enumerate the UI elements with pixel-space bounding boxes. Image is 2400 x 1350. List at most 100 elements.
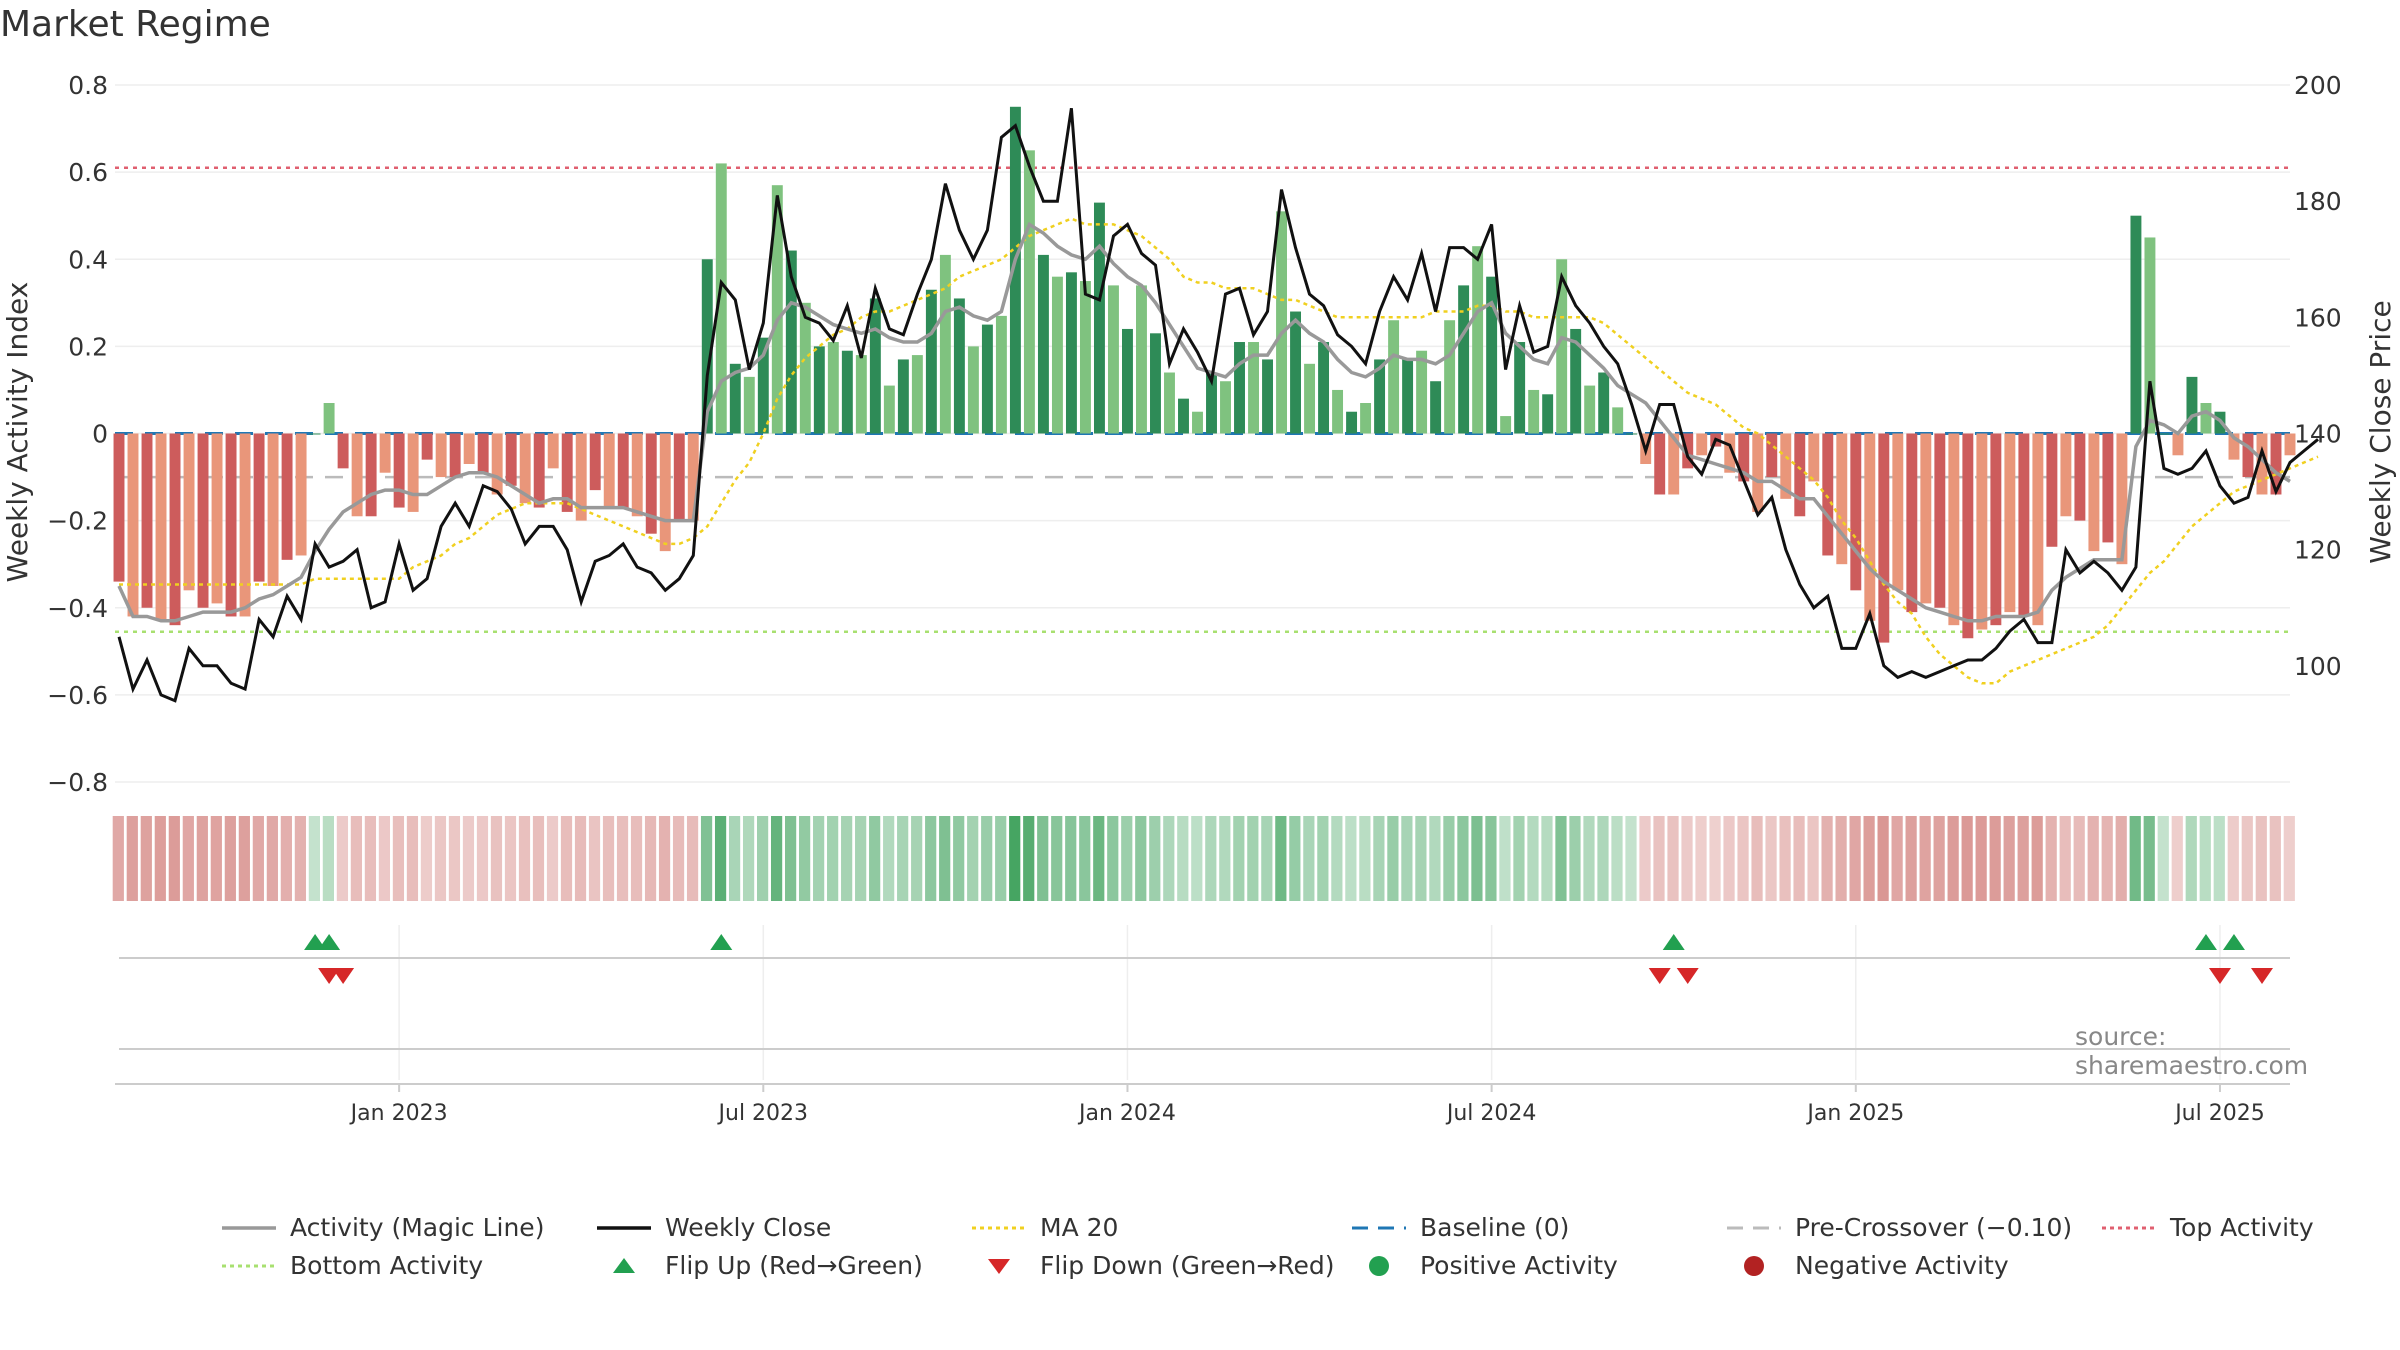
y-axis-right-label: Weekly Close Price [2364, 300, 2397, 563]
regime-strip [112, 816, 2295, 901]
activity-bar [1780, 433, 1792, 499]
activity-bar [1444, 320, 1456, 434]
activity-bar [1248, 342, 1259, 434]
regime-strip-cell [420, 816, 433, 901]
regime-strip-cell [1429, 816, 1441, 901]
activity-bar [1234, 342, 1245, 434]
regime-strip-cell [1401, 816, 1413, 901]
regime-strip-cell [1793, 816, 1805, 901]
regime-strip-cell [630, 816, 643, 901]
activity-bar [1850, 433, 1862, 591]
activity-bar [995, 315, 1007, 434]
legend-label: Bottom Activity [290, 1251, 484, 1280]
regime-strip-cell [1807, 816, 1819, 901]
activity-bar [841, 350, 853, 434]
regime-strip-cell [658, 816, 671, 901]
activity-bar [1374, 359, 1386, 434]
activity-bar [757, 337, 769, 434]
regime-strip-cell [1303, 816, 1315, 901]
regime-strip-cell [1485, 816, 1497, 901]
regime-strip-cell [1345, 816, 1357, 901]
regime-strip-cell [294, 816, 306, 901]
activity-bar [785, 250, 797, 434]
y-tick-left: −0.8 [47, 768, 108, 797]
regime-strip-cell [939, 816, 951, 901]
regime-strip-cell [813, 816, 825, 901]
activity-bar [2172, 433, 2184, 456]
regime-strip-cell [168, 816, 180, 901]
activity-bar [2200, 403, 2212, 434]
flip-up-marker [1662, 934, 1685, 950]
activity-bar [1906, 433, 1918, 613]
legend-item: Baseline (0) [1350, 1213, 1569, 1242]
activity-bar [1318, 342, 1330, 434]
activity-bar [155, 433, 167, 621]
activity-bar [1458, 285, 1470, 434]
legend-label: Pre-Crossover (−0.10) [1795, 1213, 2073, 1242]
regime-strip-cell [1093, 816, 1105, 901]
regime-strip-cell [644, 816, 657, 901]
regime-strip-cell [953, 816, 965, 901]
activity-bar [2018, 433, 2030, 617]
activity-bar [2284, 433, 2296, 456]
activity-bar [813, 346, 825, 434]
activity-bar [1065, 272, 1077, 434]
activity-bar [1346, 411, 1358, 434]
flip-down-marker [332, 968, 355, 984]
activity-bar [1009, 106, 1021, 434]
regime-strip-cell [1975, 816, 1987, 901]
regime-strip-cell [1317, 816, 1329, 901]
flip-down-marker [2208, 968, 2231, 984]
regime-strip-cell [182, 816, 194, 901]
activity-bar [1836, 433, 1848, 565]
regime-strip-cell [1107, 816, 1119, 901]
activity-bar [1500, 416, 1512, 434]
activity-bar [897, 359, 909, 434]
activity-bar [1822, 433, 1834, 556]
regime-strip-cell [1079, 816, 1091, 901]
regime-strip-cell [841, 816, 853, 901]
regime-strip-cell [714, 816, 727, 901]
legend-swatch-icon [222, 1264, 276, 1267]
legend-swatch-icon [1369, 1255, 1389, 1276]
regime-strip-cell [1261, 816, 1273, 901]
x-tick-label: Jan 2025 [1805, 1101, 1904, 1126]
activity-bar [911, 355, 923, 434]
activity-bar [113, 433, 125, 582]
regime-strip-cell [1947, 816, 1959, 901]
regime-strip-cell [1527, 816, 1539, 901]
activity-bar [1192, 411, 1203, 434]
activity-bar [281, 433, 293, 560]
activity-bar [939, 254, 951, 434]
regime-strip-cell [925, 816, 937, 901]
regime-strip-cell [1765, 816, 1777, 901]
regime-strip-cell [981, 816, 993, 901]
activity-bar [379, 433, 391, 473]
regime-strip-cell [1667, 816, 1679, 901]
y-tick-left: 0.2 [68, 332, 108, 361]
regime-strip-cell [560, 816, 573, 901]
activity-bar [1962, 433, 1974, 639]
activity-bar [309, 433, 321, 435]
activity-bar [2116, 433, 2128, 565]
activity-bar [855, 355, 867, 434]
regime-strip-cell [518, 816, 531, 901]
regime-strip-cell [1499, 816, 1511, 901]
legend-item: Bottom Activity [220, 1251, 483, 1280]
regime-strip-cell [1919, 816, 1931, 901]
activity-bar [1150, 333, 1161, 434]
activity-bar [127, 433, 139, 617]
activity-bars [113, 106, 2296, 643]
y-tick-right: 100 [2294, 652, 2342, 681]
y-tick-right: 160 [2294, 303, 2342, 332]
regime-strip-cell [855, 816, 867, 901]
regime-strip-cell [1051, 816, 1063, 901]
activity-bar [2158, 433, 2170, 435]
regime-strip-cell [756, 816, 769, 901]
regime-strip-cell [1359, 816, 1371, 901]
x-tick-label: Jan 2024 [1077, 1101, 1176, 1126]
regime-strip-cell [490, 816, 503, 901]
y-tick-left: −0.6 [47, 681, 108, 710]
activity-bar [2102, 433, 2114, 543]
activity-bar [1206, 372, 1217, 434]
